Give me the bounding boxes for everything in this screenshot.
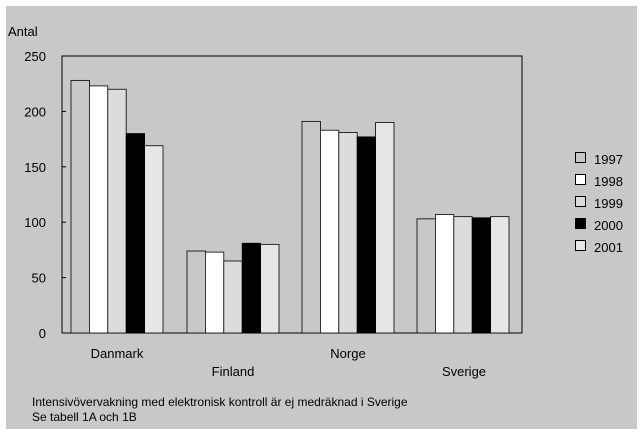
- bar-finland-1998: [204, 251, 225, 334]
- y-tick-label: 250: [24, 49, 46, 64]
- y-tick-label: 200: [24, 104, 46, 119]
- bar-sverige-1999: [453, 216, 473, 334]
- x-category-label: Finland: [212, 364, 255, 379]
- bar-finland-1999: [223, 260, 243, 334]
- bar-sverige-1998: [434, 214, 455, 334]
- legend-swatch: [575, 196, 586, 207]
- legend-swatch: [575, 174, 586, 185]
- footnote-line-2: Se tabell 1A och 1B: [32, 410, 137, 424]
- y-tick-label: 0: [39, 326, 46, 341]
- footnote: Intensivövervakning med elektronisk kont…: [32, 395, 408, 425]
- bar-chart: Antal 0 50 100 150 200 250 Danmark Finland Norg…: [8, 24, 523, 379]
- legend-swatch: [575, 218, 586, 229]
- legend-label: 2001: [594, 240, 623, 255]
- bar-danmark-2000: [125, 133, 145, 334]
- bar-danmark-1999: [107, 88, 127, 334]
- chart-frame: Antal 0 50 100 150 200 250 Danmark Finland Norg…: [6, 6, 637, 429]
- legend-swatch: [575, 152, 586, 163]
- legend-label: 2000: [594, 218, 623, 233]
- bar-norge-2001: [375, 122, 395, 334]
- bar-sverige-1997: [416, 218, 436, 334]
- bar-norge-1998: [319, 129, 340, 334]
- bar-sverige-2001: [490, 216, 510, 334]
- y-axis-ticks: 0 50 100 150 200 250: [24, 49, 66, 341]
- bar-series: [70, 79, 510, 334]
- footnote-line-1: Intensivövervakning med elektronisk kont…: [32, 395, 408, 409]
- y-tick-label: 50: [32, 271, 46, 286]
- bar-finland-1997: [186, 250, 206, 334]
- bar-sverige-2000: [471, 217, 492, 334]
- bar-norge-1997: [301, 120, 321, 334]
- bar-danmark-1998: [89, 85, 109, 334]
- bar-finland-2001: [260, 243, 280, 334]
- bar-norge-1999: [338, 132, 358, 334]
- bar-danmark-1997: [70, 79, 90, 334]
- x-category-label: Sverige: [442, 364, 486, 379]
- y-tick-label: 150: [24, 160, 46, 175]
- legend-swatch: [575, 240, 586, 251]
- y-tick-label: 100: [24, 215, 46, 230]
- legend-label: 1999: [594, 196, 623, 211]
- bar-danmark-2001: [144, 145, 164, 334]
- x-axis-labels: Danmark Finland Norge Sverige: [91, 346, 486, 379]
- bar-finland-2000: [241, 242, 261, 334]
- legend-label: 1998: [594, 174, 623, 189]
- x-category-label: Danmark: [91, 346, 144, 361]
- y-axis-label: Antal: [8, 24, 38, 39]
- x-category-label: Norge: [330, 346, 365, 361]
- legend-label: 1997: [594, 152, 623, 167]
- bar-norge-2000: [356, 136, 377, 334]
